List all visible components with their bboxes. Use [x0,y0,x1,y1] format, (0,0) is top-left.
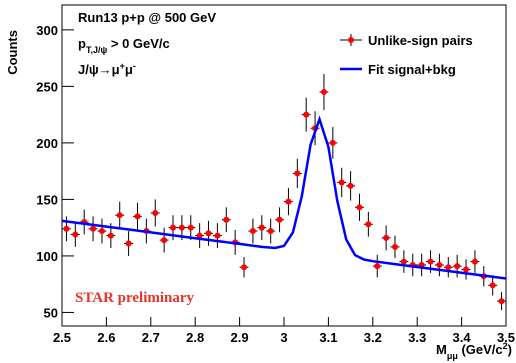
data-point [214,232,221,239]
x-axis-label: Mμμ (GeV/c2) [436,341,512,361]
data-point [392,243,398,250]
data-point [374,263,381,270]
annotation-part: T,J/ψ [86,45,108,55]
y-tick-label: 150 [36,192,58,207]
data-point [454,263,461,270]
data-point [134,213,141,220]
x-axis-label-part: μμ [447,351,458,361]
y-tick-label: 300 [36,23,58,38]
data-point [267,228,274,235]
data-point [161,237,168,244]
legend-marker [348,37,354,43]
x-tick-label: 3.3 [408,330,426,345]
data-point [285,198,292,205]
y-axis-label: Counts [5,30,20,75]
data-point [178,224,185,231]
x-tick-label: 2.9 [231,330,249,345]
annotation: pT,J/ψ > 0 GeV/c [78,36,170,55]
annotation: Run13 p+p @ 500 GeV [78,10,216,25]
watermark: STAR preliminary [75,290,195,306]
fit-line [61,115,507,280]
data-point [90,225,97,232]
annotation-part: μ [125,62,133,77]
x-tick-label: 3 [280,330,287,345]
data-point [400,258,407,265]
annotation-part: - [133,61,136,71]
data-point [63,225,70,232]
y-tick-label: 100 [36,249,58,264]
data-point [338,179,345,186]
data-point [152,209,159,216]
data-point [258,224,265,231]
annotation: J/ψ→μ+μ- [78,61,136,77]
legend-label: Fit signal+bkg [368,62,456,77]
x-tick-label: 2.7 [142,330,160,345]
data-point [427,258,434,265]
annotation-part: Run13 p+p @ 500 GeV [78,10,216,25]
x-tick-label: 2.8 [186,330,204,345]
legend-label: Unlike-sign pairs [368,33,473,48]
y-tick-label: 250 [36,79,58,94]
x-axis-label-part: (GeV/c [458,342,503,357]
x-axis-label-part: ) [508,342,512,357]
x-tick-label: 3.2 [364,330,382,345]
data-point [436,261,443,268]
data-point [445,264,452,271]
data-point [489,282,496,289]
annotation-part: p [78,36,86,51]
data-point [241,264,248,271]
data-point [471,258,478,265]
data-point [116,212,123,219]
annotation-part: J/ψ→μ [78,62,120,77]
data-point [365,221,372,228]
data-point [170,224,176,231]
data-point [72,231,79,238]
data-point [107,232,114,239]
x-tick-label: 2.6 [97,330,115,345]
y-tick-label: 200 [36,136,58,151]
data-point [276,216,283,223]
data-point [303,111,310,118]
x-tick-label: 3.4 [453,330,472,345]
data-point [383,234,390,241]
data-point [196,232,203,239]
data-point [294,170,301,177]
x-tick-label: 3.5 [497,330,515,345]
x-tick-label: 3.1 [319,330,337,345]
data-point [187,224,194,231]
annotation-part: + [120,61,125,71]
data-point [205,230,212,237]
data-point [223,216,230,223]
x-axis-label-part: 2 [503,341,508,351]
data-point [320,89,327,96]
data-point [356,204,363,211]
data-point [329,139,336,146]
x-tick-label: 2.5 [53,330,71,345]
data-point [463,266,470,273]
data-point [98,228,105,235]
data-point [125,240,132,247]
data-point [347,182,354,189]
y-tick-label: 50 [44,305,58,320]
x-axis-label-part: M [436,342,447,357]
data-point [249,228,256,235]
annotation-part: > 0 GeV/c [107,36,170,51]
data-point [498,298,505,305]
